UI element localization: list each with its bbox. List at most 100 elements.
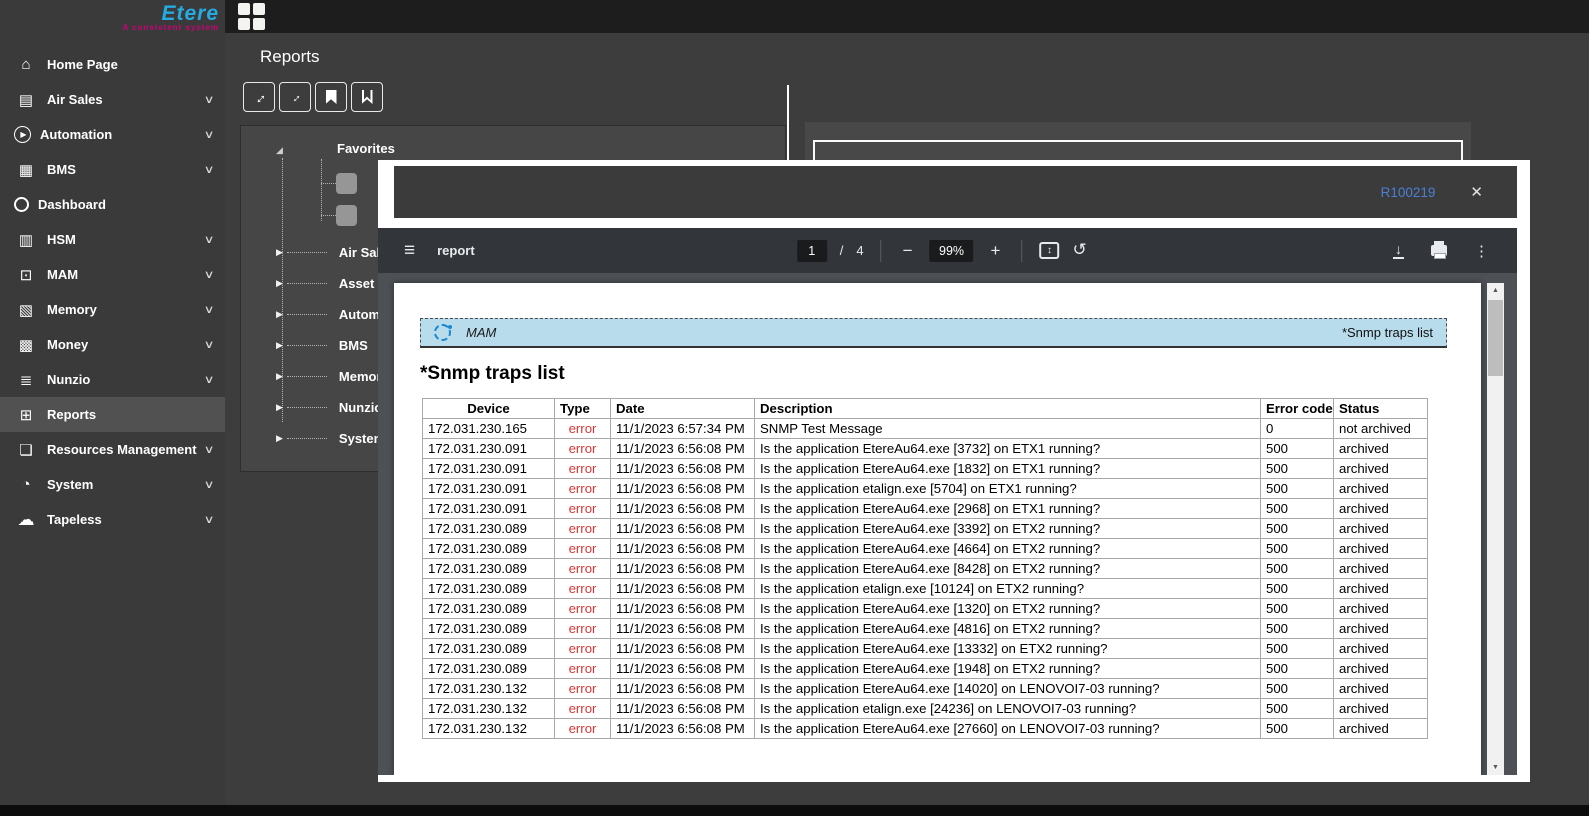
bookmark-filled-button[interactable] — [315, 82, 347, 112]
more-options-icon[interactable]: ⋮ — [1474, 242, 1489, 260]
cell-description: Is the application EtereAu64.exe [1832] … — [754, 458, 1261, 479]
table-row: 172.031.230.132 error 11/1/2023 6:56:08 … — [422, 718, 1428, 739]
cell-status: archived — [1333, 618, 1428, 639]
favorites-item-label[interactable]: Air Sal — [338, 244, 381, 260]
cell-type: error — [554, 718, 611, 739]
zoom-level[interactable]: 99% — [929, 239, 974, 262]
cell-date: 11/1/2023 6:56:08 PM — [610, 638, 755, 659]
sidebar-item-automation[interactable]: ▶ Automation ∨ — [0, 117, 225, 152]
cell-device: 172.031.230.132 — [422, 698, 555, 719]
tree-root-expander-icon[interactable]: ◢ — [276, 145, 283, 155]
sidebar-item-dashboard[interactable]: Dashboard ∨ — [0, 187, 225, 222]
chevron-down-icon[interactable]: ∨ — [203, 304, 215, 316]
sidebar-item-system[interactable]: ◔ System ∨ — [0, 467, 225, 502]
cell-type: error — [554, 698, 611, 719]
chevron-down-icon[interactable]: ∨ — [203, 269, 215, 281]
cell-device: 172.031.230.091 — [422, 458, 555, 479]
chevron-down-icon[interactable]: ∨ — [203, 164, 215, 176]
favorites-item-label[interactable]: Memor — [338, 368, 382, 384]
sidebar-item-money[interactable]: ▩ Money ∨ — [0, 327, 225, 362]
sidebar-item-air-sales[interactable]: ▤ Air Sales ∨ — [0, 82, 225, 117]
scrollbar-thumb[interactable] — [1488, 300, 1503, 376]
menu-icon[interactable]: ≡ — [404, 239, 416, 261]
favorites-item-label[interactable]: Autom — [338, 306, 381, 322]
favorite-placeholder[interactable] — [336, 205, 357, 226]
sidebar-item-nunzio[interactable]: ≣ Nunzio ∨ — [0, 362, 225, 397]
favorites-item-label[interactable]: Nunzio — [338, 399, 383, 415]
bottom-bar — [0, 805, 1589, 816]
chevron-down-icon[interactable]: ∨ — [203, 129, 215, 141]
tree-expander-icon[interactable]: ▶ — [276, 339, 283, 350]
chevron-down-icon[interactable]: ∨ — [203, 94, 215, 106]
cell-date: 11/1/2023 6:56:08 PM — [610, 538, 755, 559]
sidebar-item-bms[interactable]: ▦ BMS ∨ — [0, 152, 225, 187]
chevron-down-icon[interactable]: ∨ — [203, 374, 215, 386]
report-banner: MAM *Snmp traps list — [420, 318, 1447, 348]
favorites-item-label[interactable]: System — [338, 430, 386, 446]
tree-expander-icon[interactable]: ▶ — [276, 308, 283, 319]
cell-error-code: 500 — [1260, 538, 1334, 559]
cell-date: 11/1/2023 6:56:08 PM — [610, 618, 755, 639]
scroll-down-icon[interactable]: ▼ — [1492, 764, 1499, 771]
page-separator: / — [839, 243, 844, 258]
page-title: Reports — [260, 47, 320, 66]
tree-expander-icon[interactable]: ▶ — [276, 432, 283, 443]
expand-button[interactable]: ↔ — [243, 82, 275, 112]
favorites-item: ▶ Memor — [241, 368, 385, 384]
sidebar-item-reports[interactable]: ⊞ Reports ∨ — [0, 397, 225, 432]
scroll-up-icon[interactable]: ▲ — [1492, 287, 1499, 294]
sidebar-item-memory[interactable]: ▧ Memory ∨ — [0, 292, 225, 327]
chevron-down-icon[interactable]: ∨ — [203, 444, 215, 456]
panel-divider — [787, 85, 789, 161]
download-icon[interactable]: ↓ — [1393, 240, 1404, 259]
pdf-scrollbar[interactable]: ▲ ▼ — [1487, 283, 1504, 775]
tree-expander-icon[interactable]: ▶ — [276, 246, 283, 257]
rotate-icon[interactable]: ↺ — [1072, 239, 1087, 259]
tree-guide-line — [321, 215, 336, 216]
favorites-item: ▶ BMS — [241, 337, 385, 353]
cell-status: archived — [1333, 478, 1428, 499]
chevron-down-icon[interactable]: ∨ — [203, 479, 215, 491]
page-number-input[interactable]: 1 — [796, 239, 827, 262]
cell-date: 11/1/2023 6:57:34 PM — [610, 418, 755, 439]
sidebar-item-home-page[interactable]: ⌂ Home Page ∨ — [0, 47, 225, 82]
apps-grid-icon[interactable] — [238, 3, 265, 30]
collapse-button[interactable]: ↔ — [279, 82, 311, 112]
cell-description: Is the application etalign.exe [5704] on… — [754, 478, 1261, 499]
zoom-in-button[interactable]: + — [990, 240, 1001, 260]
chevron-down-icon[interactable]: ∨ — [203, 514, 215, 526]
table-row: 172.031.230.165 error 11/1/2023 6:57:34 … — [422, 418, 1428, 439]
sidebar-item-mam[interactable]: ⊡ MAM ∨ — [0, 257, 225, 292]
sidebar-item-tapeless[interactable]: ☁ Tapeless ∨ — [0, 502, 225, 537]
topbar — [225, 0, 1589, 33]
cell-description: Is the application EtereAu64.exe [13332]… — [754, 638, 1261, 659]
cell-type: error — [554, 498, 611, 519]
tree-expander-icon[interactable]: ▶ — [276, 277, 283, 288]
sidebar-item-hsm[interactable]: ▥ HSM ∨ — [0, 222, 225, 257]
print-icon[interactable] — [1431, 241, 1447, 259]
chevron-down-icon[interactable]: ∨ — [203, 234, 215, 246]
cell-description: SNMP Test Message — [754, 418, 1261, 439]
sidebar-item-label: Memory — [47, 302, 97, 317]
favorites-root-label[interactable]: Favorites — [337, 141, 395, 156]
cell-status: archived — [1333, 678, 1428, 699]
report-id-link[interactable]: R100219 — [1380, 184, 1436, 200]
cell-device: 172.031.230.089 — [422, 538, 555, 559]
tree-expander-icon[interactable]: ▶ — [276, 370, 283, 381]
table-header-row: Device Type Date Description Error code Statu… — [422, 398, 1428, 419]
sidebar-item-label: Dashboard — [38, 197, 106, 212]
table-row: 172.031.230.089 error 11/1/2023 6:56:08 … — [422, 538, 1428, 559]
favorites-item-label[interactable]: Asset — [338, 275, 375, 291]
favorites-item-label[interactable]: BMS — [338, 337, 368, 353]
tree-expander-icon[interactable]: ▶ — [276, 401, 283, 412]
bookmark-outline-button[interactable] — [351, 82, 383, 112]
sidebar-item-resources-management[interactable]: ❏ Resources Management ∨ — [0, 432, 225, 467]
cell-error-code: 500 — [1260, 478, 1334, 499]
table-row: 172.031.230.091 error 11/1/2023 6:56:08 … — [422, 478, 1428, 499]
favorite-placeholder[interactable] — [336, 173, 357, 194]
cell-description: Is the application etalign.exe [24236] o… — [754, 698, 1261, 719]
fit-page-icon[interactable]: ↕ — [1039, 242, 1060, 259]
zoom-out-button[interactable]: − — [902, 240, 913, 260]
chevron-down-icon[interactable]: ∨ — [203, 339, 215, 351]
close-icon[interactable]: ✕ — [1470, 184, 1483, 201]
